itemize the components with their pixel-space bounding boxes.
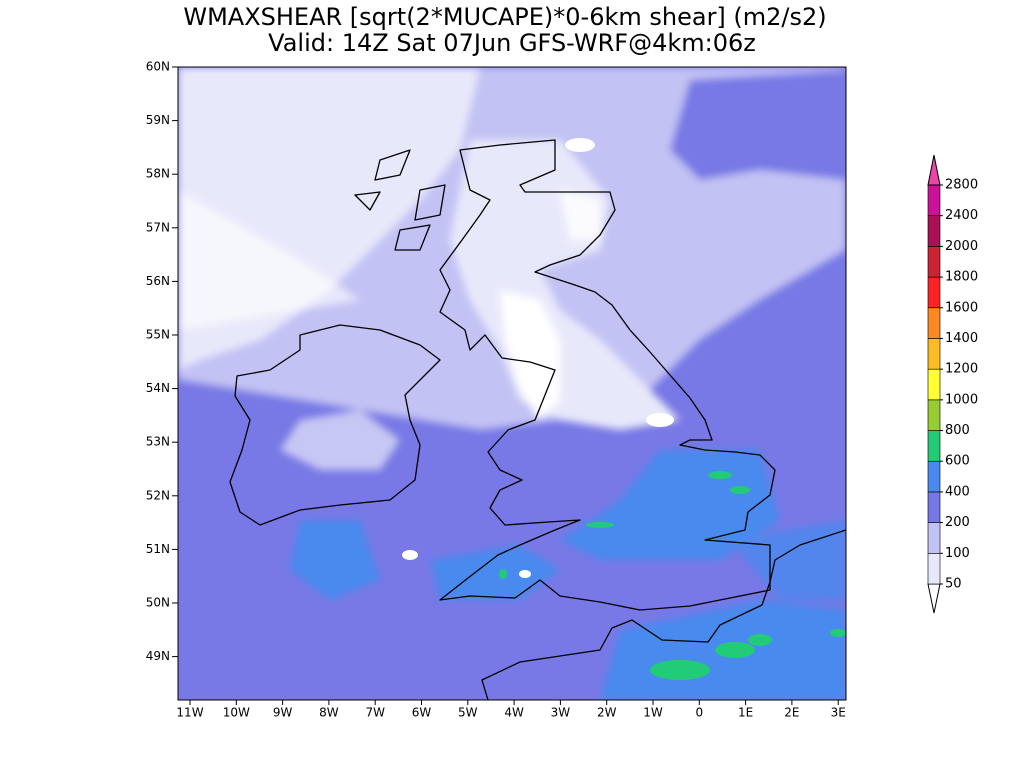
lon-label: 7W	[365, 706, 385, 720]
colorbar-label: 1200	[945, 362, 978, 377]
colorbar-segment	[927, 553, 941, 585]
colorbar-segment	[927, 276, 941, 309]
lon-label: 1E	[738, 706, 753, 720]
colorbar-label: 1600	[945, 300, 978, 315]
colorbar-segment	[927, 460, 941, 493]
colorbar-segment	[927, 368, 941, 401]
lat-label: 51N	[146, 542, 170, 556]
colorbar-label: 1000	[945, 392, 978, 407]
colorbar-label: 1800	[945, 270, 978, 285]
colorbar-label: 1400	[945, 331, 978, 346]
coastline-islands	[354, 149, 446, 251]
lon-label: 2W	[597, 706, 617, 720]
lon-label: 9W	[273, 706, 293, 720]
colorbar-label: 800	[945, 423, 970, 438]
lat-label: 52N	[146, 488, 170, 502]
lat-label: 55N	[146, 328, 170, 342]
lon-label: 3W	[551, 706, 571, 720]
lat-label: 58N	[146, 167, 170, 181]
lon-label: 2E	[784, 706, 799, 720]
colorbar-top-arrow	[927, 154, 941, 186]
colorbar-label: 2000	[945, 239, 978, 254]
colorbar-segment	[927, 399, 941, 431]
map-field	[178, 67, 846, 700]
colorbar-segment	[927, 338, 941, 370]
colorbar: 50 100 200 400 600 800 1000 1200 1400 1600 1800 200…	[927, 154, 978, 614]
axes: 60N 59N 58N 57N 56N 55N 54N 53N 52N 51N 50N 49N 11W 1…	[146, 60, 846, 720]
colorbar-label: 2400	[945, 208, 978, 223]
lat-label: 59N	[146, 113, 170, 127]
coastline-france	[481, 529, 846, 700]
lat-label: 60N	[146, 60, 170, 74]
colorbar-label: 200	[945, 515, 970, 530]
colorbar-label: 600	[945, 454, 970, 469]
lon-label: 8W	[319, 706, 339, 720]
coastline-great-britain	[439, 139, 776, 611]
colorbar-label: 50	[945, 577, 962, 592]
colorbar-label: 2800	[945, 178, 978, 193]
lat-label: 53N	[146, 435, 170, 449]
lon-label: 11W	[176, 706, 203, 720]
lon-label: 1W	[643, 706, 663, 720]
colorbar-label: 100	[945, 546, 970, 561]
colorbar-bottom-arrow	[927, 583, 941, 614]
colorbar-segment	[927, 522, 941, 554]
lat-label: 50N	[146, 596, 170, 610]
map-title: WMAXSHEAR [sqrt(2*MUCAPE)*0-6km shear] (…	[183, 3, 826, 31]
colorbar-segment	[927, 184, 941, 216]
lat-label: 49N	[146, 649, 170, 663]
lat-label: 57N	[146, 220, 170, 234]
lat-label: 54N	[146, 381, 170, 395]
lon-label: 6W	[412, 706, 432, 720]
coastline-ireland	[229, 324, 441, 526]
colorbar-segment	[927, 307, 941, 339]
lon-label: 4W	[504, 706, 524, 720]
map-frame	[177, 66, 847, 701]
lon-label: 10W	[223, 706, 250, 720]
lat-label: 56N	[146, 274, 170, 288]
lon-label: 0	[695, 706, 703, 720]
colorbar-segment	[927, 246, 941, 278]
lon-label: 3E	[831, 706, 846, 720]
colorbar-segment	[927, 430, 941, 462]
lon-label: 5W	[458, 706, 478, 720]
map-subtitle: Valid: 14Z Sat 07Jun GFS-WRF@4km:06z	[268, 29, 756, 57]
colorbar-segment	[927, 215, 941, 247]
colorbar-segment	[927, 491, 941, 523]
colorbar-label: 400	[945, 484, 970, 499]
